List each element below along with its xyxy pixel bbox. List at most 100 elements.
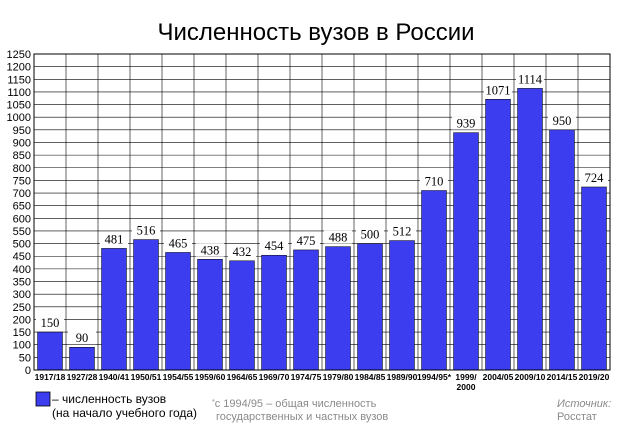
y-tick-label: 250 [13, 302, 31, 314]
x-tick-label: 1954/55 [163, 372, 194, 382]
data-label-bg [420, 174, 448, 188]
data-label-bg [516, 72, 544, 86]
legend-swatch [35, 391, 51, 407]
data-label-bg [36, 316, 64, 330]
footnote-line1: *с 1994/95 – общая численность [212, 398, 377, 410]
x-tick-label: 1974/75 [291, 372, 322, 382]
data-label-bg [580, 170, 608, 184]
bar [453, 132, 479, 371]
data-label: 950 [553, 114, 572, 128]
x-tick-label: 2004/05 [483, 372, 514, 382]
footnote-line2: государственных и частных вузов [216, 411, 388, 423]
data-label: 465 [169, 236, 188, 250]
data-label-bg [452, 116, 480, 130]
data-label: 454 [265, 239, 285, 253]
data-label-bg [484, 83, 512, 97]
y-tick-label: 1200 [7, 62, 31, 74]
y-tick-label: 200 [13, 314, 31, 326]
x-tick-label: 1994/95* [417, 372, 452, 382]
data-label-bg [356, 227, 384, 241]
data-label-bg [548, 113, 576, 127]
x-tick-label: 1927/28 [67, 372, 98, 382]
y-tick-label: 150 [13, 327, 31, 339]
x-tick-label: 1964/65 [227, 372, 258, 382]
y-tick-label: 750 [13, 175, 31, 187]
x-tick-label: 1984/85 [355, 372, 386, 382]
bar [325, 246, 351, 371]
x-tick-label: 1999/2000 [455, 372, 477, 392]
data-label-bg [196, 243, 224, 257]
x-axis-ticks: 1917/18 1927/28 1940/41 1950/51 1954/55 1959/… [35, 372, 610, 392]
y-tick-label: 500 [13, 239, 31, 251]
y-tick-label: 1050 [7, 100, 31, 112]
bar [37, 331, 63, 371]
footnote-mark: * [212, 399, 215, 406]
bar [389, 240, 415, 371]
x-tick-label: 1917/18 [35, 372, 66, 382]
y-tick-label: 300 [13, 289, 31, 301]
y-tick-label: 850 [13, 150, 31, 162]
y-tick-label: 50 [19, 352, 31, 364]
bar [421, 190, 447, 371]
grid [34, 53, 610, 371]
y-tick-label: 900 [13, 137, 31, 149]
data-label-bg [132, 223, 160, 237]
data-label: 150 [41, 316, 60, 330]
data-label: 475 [297, 234, 316, 248]
y-tick-label: 700 [13, 188, 31, 200]
bar [517, 88, 543, 371]
data-label-bg [68, 331, 96, 345]
data-label: 710 [425, 175, 444, 189]
data-label-bg [292, 233, 320, 247]
x-tick-label: 1950/51 [131, 372, 162, 382]
x-tick-label: 2019/20 [579, 372, 610, 382]
data-label: 481 [105, 232, 124, 246]
data-label: 939 [457, 117, 476, 131]
source-value: Росстат [557, 411, 597, 423]
y-tick-label: 350 [13, 277, 31, 289]
data-label: 500 [361, 228, 380, 242]
y-tick-label: 1000 [7, 112, 31, 124]
data-label: 512 [393, 225, 412, 239]
x-tick-label: 1989/90 [387, 372, 418, 382]
bar [293, 249, 319, 371]
x-tick-label: 2009/10 [515, 372, 546, 382]
y-tick-label: 400 [13, 264, 31, 276]
bar [165, 252, 191, 371]
y-tick-label: 1100 [7, 87, 31, 99]
y-tick-label: 650 [13, 201, 31, 213]
data-label: 724 [585, 171, 605, 185]
bars [37, 88, 607, 371]
x-tick-label: 2014/15 [547, 372, 578, 382]
data-label-bg [228, 244, 256, 258]
data-label-bg [324, 230, 352, 244]
data-label: 432 [233, 245, 252, 259]
legend-sublabel: (на начало учебного года) [52, 406, 197, 420]
y-tick-label: 800 [13, 163, 31, 175]
chart-title: Численность вузов в России [157, 19, 474, 46]
bar [485, 99, 511, 371]
source-label: Источник: [557, 398, 611, 410]
bar [69, 346, 95, 371]
plot-frame [33, 53, 611, 371]
y-tick-label: 100 [13, 340, 31, 352]
data-label: 438 [201, 243, 220, 257]
x-tick-label: 1969/70 [259, 372, 290, 382]
y-tick-label: 450 [13, 251, 31, 263]
footnote-text: с 1994/95 – общая численность [215, 398, 377, 410]
y-tick-label: 1250 [7, 49, 31, 61]
bar [261, 254, 287, 371]
bar [101, 248, 127, 371]
data-labels: 150 90 481 516 465 438 432 454 475 488 500 512 710 93… [36, 72, 608, 345]
bar [133, 239, 159, 371]
data-label-bg [100, 232, 128, 246]
y-tick-label: 600 [13, 213, 31, 225]
bar [581, 186, 607, 371]
y-tick-label: 550 [13, 226, 31, 238]
legend-label: – численность вузов [52, 392, 166, 406]
x-tick-label: 1959/60 [195, 372, 226, 382]
bar [357, 243, 383, 371]
data-label: 488 [329, 231, 348, 245]
data-label-bg [260, 239, 288, 253]
